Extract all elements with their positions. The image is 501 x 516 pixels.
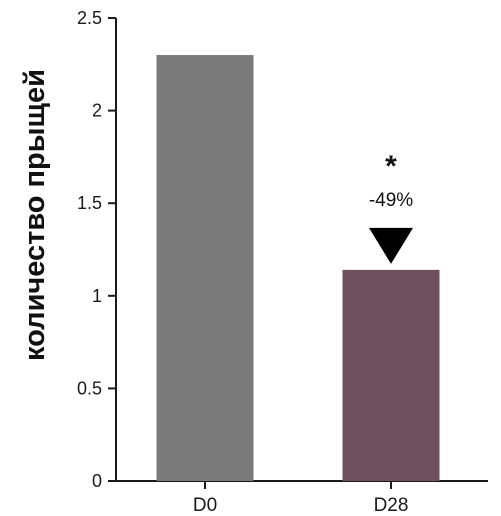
y-tick-label: 1 <box>92 286 102 306</box>
significance-annotation: * -49% <box>369 150 413 264</box>
y-tick-label: 0.5 <box>77 378 102 398</box>
bar-d28 <box>342 269 440 481</box>
y-tick-label: 0 <box>92 471 102 491</box>
significance-star: * <box>385 150 397 183</box>
change-percent-label: -49% <box>369 190 413 211</box>
x-tick-label: D0 <box>193 495 217 516</box>
bars <box>156 55 440 481</box>
y-tick-label: 2.5 <box>77 8 102 28</box>
bar-d0 <box>156 55 254 481</box>
y-tick-label: 1.5 <box>77 193 102 213</box>
x-tick-label: D28 <box>374 495 409 516</box>
down-triangle-marker <box>369 227 413 264</box>
y-axis-label: количество прыщей <box>19 69 51 361</box>
y-tick-label: 2 <box>92 101 102 121</box>
